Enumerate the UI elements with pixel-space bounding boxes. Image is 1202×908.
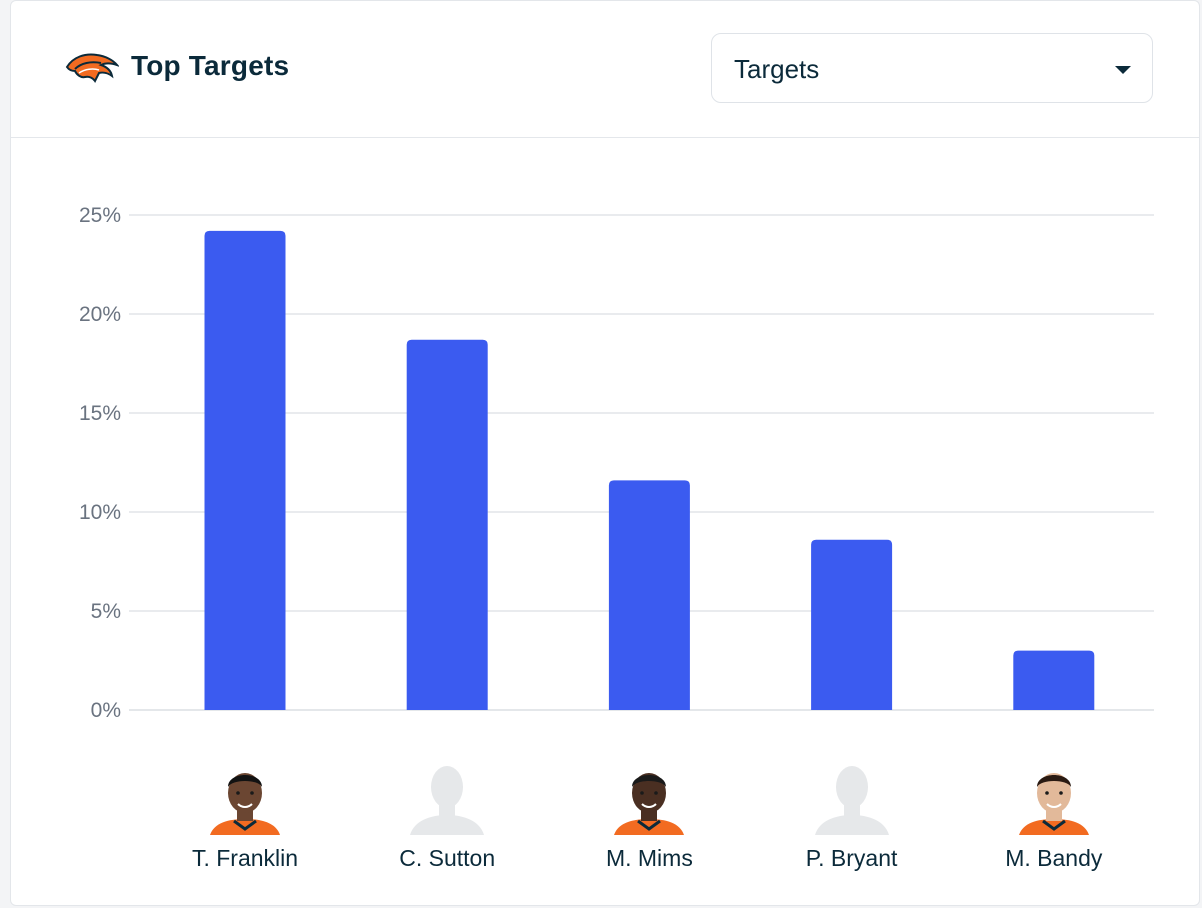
y-tick-label: 0% <box>91 699 121 722</box>
card-header: Top Targets Targets <box>11 1 1199 138</box>
player-name: C. Sutton <box>399 845 496 871</box>
player-photo <box>1018 773 1089 835</box>
metric-select-value: Targets <box>734 54 820 84</box>
y-tick-label: 25% <box>79 204 121 227</box>
player-3[interactable]: P. Bryant <box>752 763 952 872</box>
y-tick-label: 5% <box>91 600 121 623</box>
bar-c-sutton[interactable] <box>406 339 488 710</box>
broncos-logo-icon <box>65 53 119 83</box>
player-photo <box>614 773 685 835</box>
y-tick-label: 20% <box>79 303 121 326</box>
page-title: Top Targets <box>131 50 290 81</box>
player-0[interactable]: T. Franklin <box>145 763 345 872</box>
metric-select[interactable]: Targets <box>711 33 1153 103</box>
player-name: T. Franklin <box>191 845 299 871</box>
player-name: P. Bryant <box>805 845 898 871</box>
bar-m-bandy[interactable] <box>1013 650 1095 710</box>
bar-chart: 0% 5% 10% 15% 20% 25% <box>79 204 1154 722</box>
player-name: M. Bandy <box>1005 845 1103 871</box>
player-placeholder-icon <box>410 766 485 835</box>
player-axis: T. Franklin C. Sutton M. Mims P. Bryant <box>11 1 1199 905</box>
player-2[interactable]: M. Mims <box>549 763 749 872</box>
bar-m-mims[interactable] <box>608 480 690 710</box>
player-placeholder-icon <box>814 766 889 835</box>
bar-t-franklin[interactable] <box>204 230 286 710</box>
player-1[interactable]: C. Sutton <box>347 763 547 872</box>
player-4[interactable]: M. Bandy <box>954 763 1154 872</box>
y-tick-label: 10% <box>79 501 121 524</box>
player-photo <box>210 773 280 835</box>
player-name: M. Mims <box>605 845 693 871</box>
bar-p-bryant[interactable] <box>811 539 893 710</box>
caret-down-icon <box>1115 66 1131 74</box>
y-tick-label: 15% <box>79 402 121 425</box>
top-targets-card: Top Targets Targets 0% 5% 10% 15% 20% 25% T. … <box>10 0 1200 906</box>
